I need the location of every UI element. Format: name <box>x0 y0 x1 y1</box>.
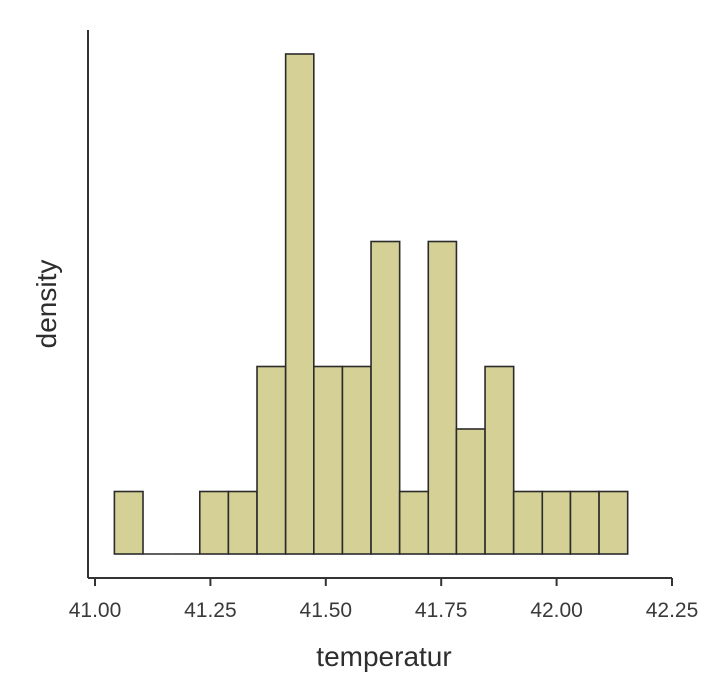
histogram-bar <box>598 490 629 555</box>
y-axis-title: density <box>31 260 62 349</box>
histogram-bar <box>427 240 458 555</box>
histogram-bar <box>569 490 600 555</box>
x-tick-label: 41.00 <box>69 599 122 622</box>
histogram-bar <box>484 365 515 555</box>
bars-group <box>113 53 629 555</box>
x-ticks-group: 41.00 41.25 41.50 41.75 42.00 42.25 <box>69 578 699 622</box>
x-tick-label: 42.00 <box>530 599 583 622</box>
histogram-bar <box>370 240 401 555</box>
histogram-bar <box>284 53 315 555</box>
histogram-bar <box>455 428 486 555</box>
histogram-bar <box>113 490 144 555</box>
histogram-bar <box>198 490 230 555</box>
histogram-bar <box>341 365 372 555</box>
x-tick-label: 41.75 <box>415 599 468 622</box>
x-axis-title: temperatur <box>316 641 451 672</box>
histogram-bar <box>398 490 430 555</box>
histogram-bar <box>256 365 287 555</box>
histogram-bar <box>227 490 258 555</box>
histogram-bar <box>541 490 572 555</box>
x-tick-label: 41.50 <box>300 599 353 622</box>
histogram-bar <box>312 365 344 555</box>
x-tick-label: 42.25 <box>646 599 699 622</box>
histogram-bar <box>512 490 544 555</box>
x-tick-label: 41.25 <box>184 599 237 622</box>
